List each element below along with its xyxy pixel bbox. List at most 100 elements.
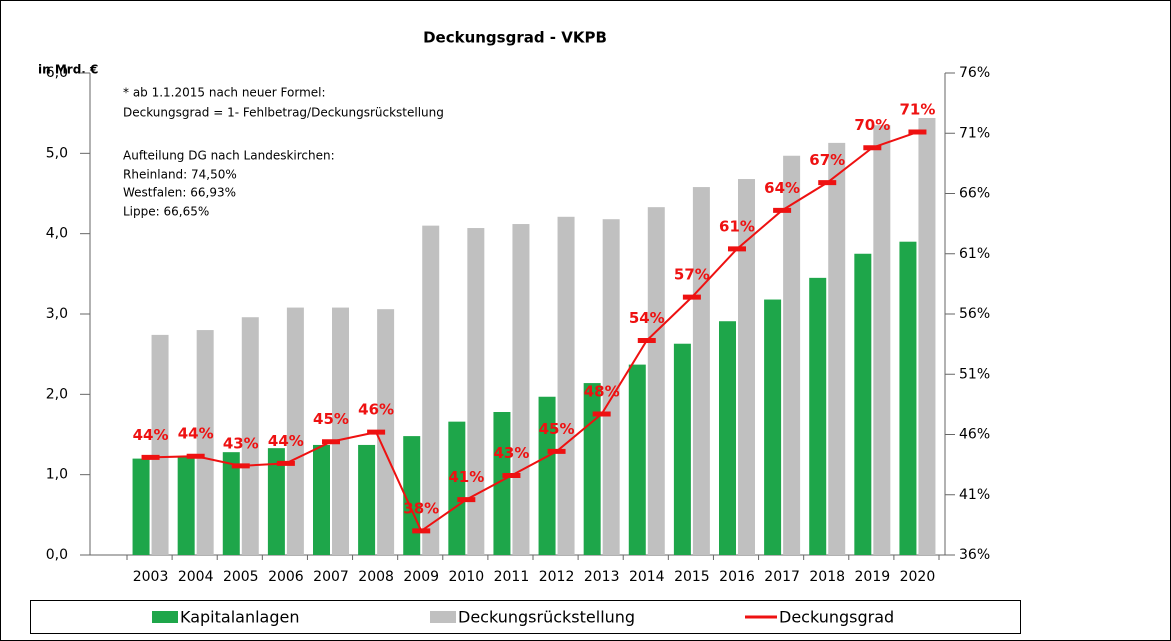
x-tick-label: 2017: [764, 569, 800, 585]
bar: [267, 448, 285, 555]
bar: [422, 225, 440, 555]
y2-tick-label: 36%: [959, 547, 990, 563]
bar: [196, 330, 214, 555]
y-tick-label: 5,0: [46, 145, 68, 161]
x-tick-label: 2015: [674, 569, 710, 585]
bar: [403, 436, 421, 555]
x-tick-label: 2018: [809, 569, 845, 585]
bar: [692, 187, 710, 555]
x-tick-label: 2011: [494, 569, 530, 585]
data-label: 48%: [584, 383, 620, 401]
legend-swatch: [152, 611, 178, 623]
data-label: 70%: [854, 116, 890, 134]
data-label: 54%: [629, 309, 665, 327]
data-label: 44%: [133, 426, 169, 444]
bar: [809, 277, 827, 555]
x-tick-label: 2005: [223, 569, 259, 585]
x-tick-label: 2008: [358, 569, 394, 585]
data-label: 41%: [448, 468, 484, 486]
bar: [222, 452, 240, 555]
bar: [467, 228, 485, 555]
y-tick-label: 0,0: [46, 547, 68, 563]
data-label: 45%: [313, 410, 349, 428]
bar: [764, 299, 782, 555]
legend-label: Deckungsrückstellung: [458, 608, 635, 627]
bar: [628, 364, 646, 555]
annotation: Lippe: 66,65%: [123, 205, 209, 219]
bar: [557, 216, 575, 555]
bar: [241, 317, 259, 555]
bar: [538, 396, 556, 555]
bar: [448, 421, 466, 555]
x-tick-label: 2010: [449, 569, 485, 585]
legend-swatch: [430, 611, 456, 623]
data-label: 64%: [764, 179, 800, 197]
data-label: 44%: [268, 432, 304, 450]
y-tick-label: 3,0: [46, 306, 68, 322]
y2-tick-label: 51%: [959, 366, 990, 382]
y-tick-label: 6,0: [46, 65, 68, 81]
bar: [828, 142, 846, 555]
y2-tick-label: 41%: [959, 487, 990, 503]
bar: [583, 383, 601, 555]
bar: [602, 219, 620, 555]
y2-tick-label: 46%: [959, 427, 990, 443]
bar: [332, 307, 349, 555]
y2-tick-label: 76%: [959, 65, 990, 81]
bar: [899, 241, 917, 555]
data-label: 43%: [493, 444, 529, 462]
y2-tick-label: 56%: [959, 306, 990, 322]
bar: [873, 125, 891, 555]
annotation: Deckungsgrad = 1- Fehlbetrag/Deckungsrüc…: [123, 106, 444, 120]
data-label: 71%: [899, 101, 935, 119]
bar: [151, 334, 169, 555]
annotation: Westfalen: 66,93%: [123, 186, 236, 200]
x-tick-label: 2020: [900, 569, 936, 585]
y-tick-label: 2,0: [46, 386, 68, 402]
data-label: 43%: [223, 434, 259, 452]
x-tick-label: 2013: [584, 569, 620, 585]
y-tick-label: 4,0: [46, 226, 68, 242]
bar: [783, 155, 801, 555]
annotation: Aufteilung DG nach Landeskirchen:: [123, 149, 335, 163]
bar: [177, 456, 195, 555]
legend-box: [30, 600, 1021, 634]
chart-title: Deckungsgrad - VKPB: [423, 29, 607, 47]
y2-tick-label: 71%: [959, 125, 990, 141]
y-tick-label: 1,0: [46, 467, 68, 483]
bar: [738, 179, 755, 556]
x-tick-label: 2009: [403, 569, 439, 585]
annotation: * ab 1.1.2015 nach neuer Formel:: [123, 86, 326, 100]
bar: [286, 307, 304, 555]
bar: [673, 343, 691, 555]
bar: [719, 321, 736, 555]
bar: [854, 253, 872, 555]
x-tick-label: 2012: [539, 569, 575, 585]
x-tick-label: 2003: [133, 569, 169, 585]
bar: [377, 309, 395, 555]
x-tick-label: 2004: [178, 569, 214, 585]
bar: [313, 444, 330, 555]
legend-label: Deckungsgrad: [779, 608, 894, 627]
y2-tick-label: 66%: [959, 186, 990, 202]
data-label: 44%: [178, 425, 214, 443]
data-label: 46%: [358, 401, 394, 419]
x-tick-label: 2014: [629, 569, 665, 585]
x-tick-label: 2016: [719, 569, 755, 585]
bar: [647, 207, 665, 555]
data-label: 67%: [809, 151, 845, 169]
data-label: 45%: [539, 420, 575, 438]
x-tick-label: 2007: [313, 569, 349, 585]
data-label: 38%: [403, 499, 439, 517]
x-tick-label: 2006: [268, 569, 304, 585]
bar: [512, 224, 530, 555]
data-label: 61%: [719, 217, 755, 235]
bar: [918, 117, 936, 555]
x-tick-label: 2019: [855, 569, 891, 585]
bar: [358, 444, 376, 555]
data-label: 57%: [674, 266, 710, 284]
bar: [493, 412, 511, 555]
y2-tick-label: 61%: [959, 246, 990, 262]
annotation: Rheinland: 74,50%: [123, 168, 237, 182]
